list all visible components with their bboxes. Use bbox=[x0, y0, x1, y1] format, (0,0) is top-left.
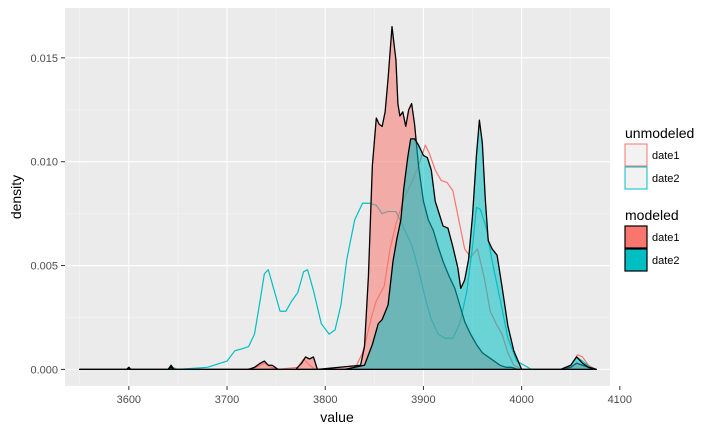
legend-unmodeled-title: unmodeled bbox=[625, 125, 694, 141]
x-tick-label: 4000 bbox=[509, 394, 533, 406]
legend-unmodeled-date1-key bbox=[624, 143, 648, 167]
legend-unmodeled-date1-label: date1 bbox=[652, 150, 680, 162]
density-area-modeled-date2 bbox=[79, 119, 597, 371]
y-tick-label: 0.010 bbox=[30, 157, 58, 169]
legend-unmodeled-date2-key bbox=[624, 166, 648, 190]
legend-modeled-date2-label: date2 bbox=[652, 255, 680, 267]
y-tick-label: 0.015 bbox=[30, 53, 58, 65]
legend-modeled-date1-key bbox=[624, 225, 648, 249]
plot-panel bbox=[65, 8, 610, 386]
y-axis-title: density bbox=[8, 175, 24, 219]
legend-unmodeled-date2-label: date2 bbox=[652, 173, 680, 185]
x-tick-label: 3800 bbox=[313, 394, 337, 406]
modeled-layer bbox=[79, 26, 597, 371]
y-tick-label: 0.005 bbox=[30, 261, 58, 273]
legend-unmodeled: unmodeled date1 date2 bbox=[624, 125, 694, 190]
legend-modeled-title: modeled bbox=[625, 207, 679, 223]
x-tick-label: 3700 bbox=[215, 394, 239, 406]
x-tick-label: 3600 bbox=[117, 394, 141, 406]
x-axis: 3600 3700 3800 3900 4000 4100 bbox=[117, 386, 632, 406]
x-axis-title: value bbox=[320, 409, 354, 425]
legend-modeled-date2-key bbox=[624, 248, 648, 272]
x-tick-label: 4100 bbox=[608, 394, 632, 406]
x-tick-label: 3900 bbox=[411, 394, 435, 406]
legend-modeled: modeled date1 date2 bbox=[624, 207, 680, 272]
y-tick-label: 0.000 bbox=[30, 364, 58, 376]
y-axis: 0.000 0.005 0.010 0.015 bbox=[30, 53, 65, 376]
legend-modeled-date1-label: date1 bbox=[652, 232, 680, 244]
